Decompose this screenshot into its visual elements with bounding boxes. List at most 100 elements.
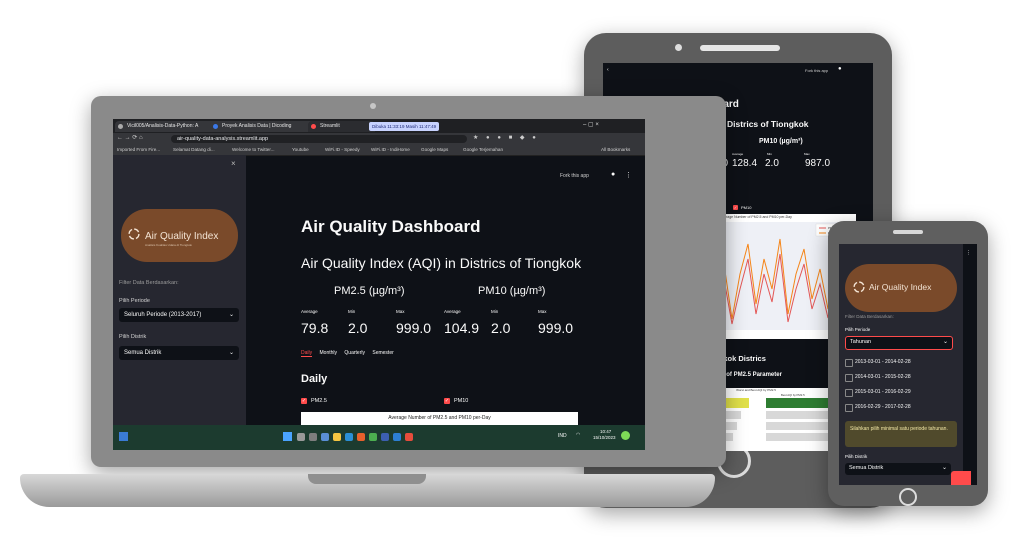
- bookmark-item[interactable]: Selamat Datang di...: [173, 147, 215, 152]
- tablet-pm10-checkbox[interactable]: ✓: [733, 205, 738, 210]
- year-checkbox-label: 2013-03-01 - 2014-02-28: [855, 359, 911, 365]
- laptop-camera: [370, 103, 376, 109]
- notification-icon[interactable]: [621, 431, 630, 440]
- explorer-icon[interactable]: [333, 433, 341, 441]
- streamlit-icon[interactable]: [405, 433, 413, 441]
- nav-buttons-icon[interactable]: ← → ⟳ ⌂: [117, 135, 143, 141]
- tablet-subtitle: ality Index (AQI) in Districs of Tiongko…: [650, 119, 809, 129]
- period-select-value: Seluruh Periode (2013-2017): [124, 312, 202, 318]
- browser-tab[interactable]: Proyek Analisis Data | Dicoding: [210, 121, 317, 132]
- tab-daily[interactable]: Daily: [301, 350, 313, 357]
- district-label: Pilih Distrik: [119, 334, 147, 340]
- tablet-camera: [675, 44, 682, 51]
- vscode-icon[interactable]: [393, 433, 401, 441]
- tablet-speaker: [700, 45, 780, 51]
- tablet-metric-label: Max: [804, 152, 810, 156]
- sidebar-close-button[interactable]: ×: [231, 159, 236, 168]
- app-icon[interactable]: [381, 433, 389, 441]
- phone-more-menu-icon[interactable]: ⋮: [966, 250, 971, 256]
- phone-logo-title: Air Quality Index: [869, 282, 932, 292]
- phone-period-label: Pilih Periode: [845, 327, 871, 332]
- tab-quarterly[interactable]: Quarterly: [344, 350, 365, 356]
- github-favicon-icon: [118, 124, 123, 129]
- tablet-back-icon[interactable]: ‹: [607, 67, 609, 73]
- pm25-average-value: 79.8: [301, 320, 329, 336]
- bookmark-item[interactable]: Imported From Fire...: [117, 147, 161, 152]
- year-checkbox[interactable]: [845, 374, 853, 382]
- year-checkbox-label: 2016-02-29 - 2017-02-28: [855, 404, 911, 410]
- sidebar: [113, 155, 246, 434]
- bookmark-item[interactable]: Google Terjemahan: [463, 147, 504, 152]
- dicoding-favicon-icon: [213, 124, 218, 129]
- edge-icon[interactable]: [345, 433, 353, 441]
- browser-tab-active[interactable]: Streamlit: [308, 121, 375, 132]
- tablet-fork-link[interactable]: Fork this app: [805, 68, 829, 73]
- year-checkbox[interactable]: [845, 359, 853, 367]
- chrome-icon[interactable]: [369, 433, 377, 441]
- more-menu-icon[interactable]: ⋮: [625, 172, 632, 179]
- bookmark-item[interactable]: Welcome to Twitter...: [232, 147, 275, 152]
- phone-district-label: Pilih Distrik: [845, 454, 868, 459]
- bookmark-item[interactable]: Youtube: [292, 147, 309, 152]
- pm25-checkbox[interactable]: ✓: [301, 398, 307, 404]
- tablet-metric-value: 987.0: [805, 158, 831, 169]
- year-checkbox[interactable]: [845, 404, 853, 412]
- phone-screen: ⋮ Air Quality Index Filter Data Berdasar…: [839, 244, 977, 485]
- github-icon[interactable]: ●: [838, 66, 842, 72]
- phone-home-button[interactable]: [899, 488, 917, 506]
- firefox-icon[interactable]: [357, 433, 365, 441]
- fork-this-app-link[interactable]: Fork this app: [560, 173, 589, 179]
- logo-icon: [128, 228, 140, 240]
- bookmark-item[interactable]: Google Maps: [421, 147, 449, 152]
- clock-chip: Dibuka 11:33:19 Masih 11:47:49: [369, 122, 440, 131]
- address-bar[interactable]: air-quality-data-analysis.streamlit.app: [171, 135, 467, 143]
- metric-label: Min: [491, 309, 499, 314]
- phone-period-value: Tahunan: [850, 339, 872, 345]
- widgets-icon[interactable]: [119, 432, 128, 441]
- bookmark-item[interactable]: WiFi.ID - IndiHome: [371, 147, 410, 152]
- district-select[interactable]: Semua Distrik ⌄: [119, 346, 239, 360]
- taskbar-date: 15/10/2023: [593, 435, 616, 440]
- tablet-bar-right-title: Best AQI by PM2.5: [781, 393, 805, 397]
- pm25-max-value: 999.0: [396, 320, 432, 336]
- period-tabs: Daily Monthly Quarterly Semester: [301, 350, 400, 357]
- github-icon[interactable]: ●: [611, 171, 616, 178]
- year-checkbox-label: 2015-03-01 - 2016-02-29: [855, 389, 911, 395]
- tab-monthly[interactable]: Monthly: [319, 350, 338, 356]
- metric-label: Average: [444, 309, 461, 314]
- chevron-down-icon: ⌄: [228, 312, 234, 318]
- tab-semester[interactable]: Semester: [372, 350, 394, 356]
- windows-start-icon[interactable]: [283, 432, 292, 441]
- section-heading: Daily: [301, 373, 328, 385]
- pm10-checkbox-label: PM10: [454, 398, 469, 404]
- pm25-heading: PM2.5 (µg/m³): [334, 285, 405, 297]
- extension-icons[interactable]: ★ ● ● ■ ◆ ●: [473, 135, 539, 141]
- window-controls[interactable]: – ▢ ×: [583, 122, 599, 128]
- phone-filter-title: Filter Data Berdasarkan:: [845, 314, 894, 319]
- pm10-checkbox[interactable]: ✓: [444, 398, 450, 404]
- browser-tab[interactable]: Vicil005/Analisis-Data-Python: A: [115, 121, 219, 132]
- streamlit-badge-icon[interactable]: [951, 471, 971, 485]
- language-indicator[interactable]: IND: [558, 433, 567, 439]
- bookmark-item[interactable]: WiFi.ID - Speedy: [325, 147, 360, 152]
- pm10-average-value: 104.9: [444, 320, 480, 336]
- pm25-checkbox-label: PM2.5: [311, 398, 327, 404]
- tablet-metric-label: Average: [732, 152, 744, 156]
- search-icon[interactable]: [297, 433, 305, 441]
- chart-title: Average Number of PM2.5 and PM10 per-Day: [388, 415, 491, 421]
- bookmark-item[interactable]: All Bookmarks: [601, 147, 631, 152]
- phone-period-select[interactable]: Tahunan ⌄: [845, 336, 953, 350]
- year-checkbox[interactable]: [845, 389, 853, 397]
- files-icon[interactable]: [321, 433, 329, 441]
- taskbar: [113, 425, 645, 450]
- task-view-icon[interactable]: [309, 433, 317, 441]
- phone-district-select[interactable]: Semua Distrik ⌄: [845, 463, 951, 475]
- pm10-max-value: 999.0: [538, 320, 574, 336]
- tablet-metric-value: 2.0: [765, 158, 779, 169]
- streamlit-favicon-icon: [311, 124, 316, 129]
- page-subtitle: Air Quality Index (AQI) in Districs of T…: [301, 255, 582, 271]
- logo-badge: [121, 209, 238, 262]
- period-select[interactable]: Seluruh Periode (2013-2017) ⌄: [119, 308, 239, 322]
- tablet-metric-value: 128.4: [732, 158, 758, 169]
- wifi-icon[interactable]: ◠: [576, 432, 581, 438]
